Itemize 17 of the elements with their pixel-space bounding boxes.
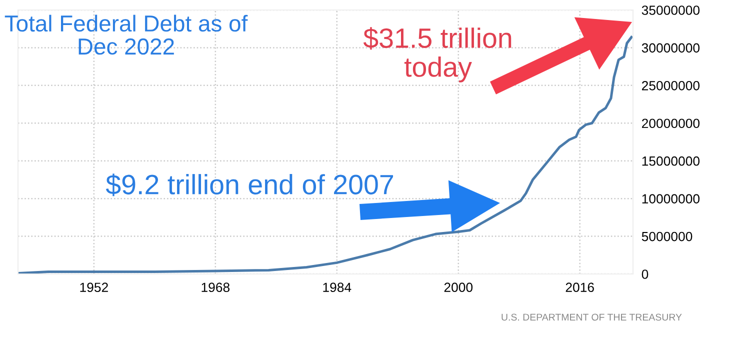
y-tick-label: 35000000 [642,6,700,15]
text: Total Federal Debt as of Dec 2022 [4,14,248,55]
y-tick-label: 15000000 [642,156,700,166]
x-tick-label: 1952 [80,282,108,292]
y-tick-label: 0 [642,270,648,279]
x-tick-label: 2000 [444,282,473,292]
y-tick-label: 5000000 [642,232,692,242]
x-tick-label: 2016 [566,282,594,292]
annotation: $9.2 trillion end of 2007 [106,174,394,196]
y-tick-label: 10000000 [642,194,700,204]
y-tick-label: 30000000 [642,43,700,53]
x-tick-label: 1984 [323,282,352,292]
text: U.S. DEPARTMENT OF THE TREASURY [502,314,682,321]
y-tick-label: 20000000 [642,118,700,128]
annotation: $31.5 trillion today [363,27,512,82]
x-tick-label: 1968 [202,282,230,292]
y-tick-label: 25000000 [642,80,700,90]
